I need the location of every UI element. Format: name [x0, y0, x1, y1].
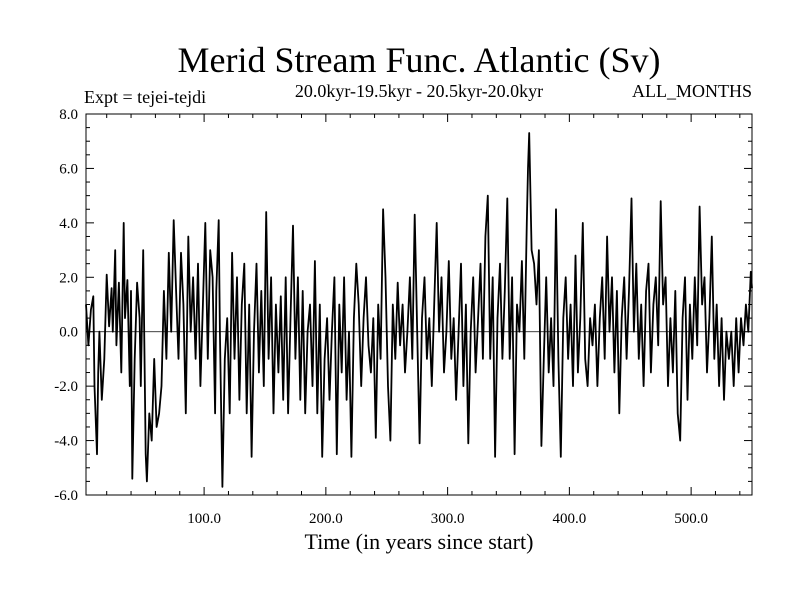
- chart-subtitle-right: ALL_MONTHS: [632, 81, 752, 101]
- data-series-line: [85, 132, 753, 488]
- x-tick-label: 400.0: [552, 511, 586, 527]
- axis-ticks: [86, 113, 752, 496]
- y-tick-label: 0.0: [59, 325, 78, 341]
- y-tick-label: -6.0: [54, 488, 78, 504]
- x-tick-label: 100.0: [187, 511, 221, 527]
- y-tick-label: -4.0: [54, 434, 78, 450]
- y-tick-label: 8.0: [59, 107, 78, 123]
- x-tick-label: 300.0: [431, 511, 465, 527]
- x-axis-tick-labels: 100.0 200.0 300.0 400.0 500.0: [187, 511, 708, 527]
- chart-subtitle-center: 20.0kyr-19.5kyr - 20.5kyr-20.0kyr: [295, 81, 543, 101]
- x-axis-label: Time (in years since start): [305, 529, 534, 554]
- chart-title: Merid Stream Func. Atlantic (Sv): [178, 40, 661, 80]
- y-tick-label: 6.0: [59, 161, 78, 177]
- x-tick-label: 200.0: [309, 511, 343, 527]
- y-axis-tick-labels: -6.0 -4.0 -2.0 0.0 2.0 4.0 6.0 8.0: [54, 107, 78, 504]
- chart-subtitle-left: Expt = tejei-tejdi: [84, 87, 206, 107]
- y-tick-label: 2.0: [59, 270, 78, 286]
- y-tick-label: -2.0: [54, 379, 78, 395]
- y-tick-label: 4.0: [59, 216, 78, 232]
- x-tick-label: 500.0: [674, 511, 708, 527]
